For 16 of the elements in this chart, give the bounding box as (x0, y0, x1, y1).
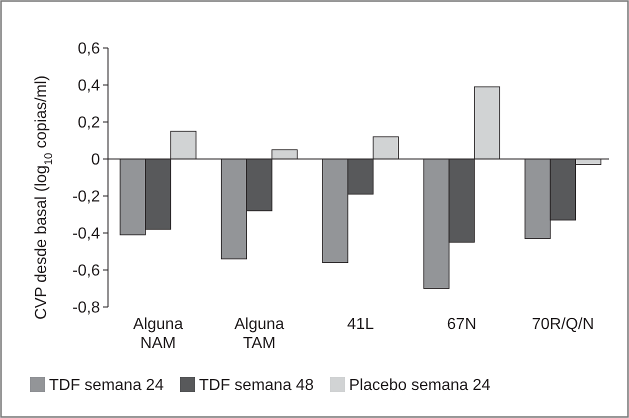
y-tick-label: 0,6 (78, 40, 100, 58)
y-tick-label: -0,8 (72, 300, 100, 317)
y-tick-label: -0,2 (72, 188, 100, 206)
y-tick-label: 0 (91, 152, 100, 169)
legend-label: Placebo semana 24 (349, 377, 491, 394)
y-tick-label: -0,4 (72, 226, 100, 243)
x-tick-label: 70R/Q/N (532, 316, 594, 333)
x-tick-label: Alguna NAM (133, 316, 184, 352)
y-tick-label: 0,2 (78, 114, 100, 132)
y-tick-label: -0,6 (72, 262, 100, 280)
legend-label: TDF semana 24 (49, 377, 164, 394)
legend-label: TDF semana 48 (199, 377, 314, 394)
y-tick-label: 0,4 (78, 78, 100, 95)
x-tick-label: Alguna TAM (234, 316, 284, 352)
x-tick-label: 41L (347, 316, 374, 333)
x-tick-label: 67N (447, 316, 476, 333)
